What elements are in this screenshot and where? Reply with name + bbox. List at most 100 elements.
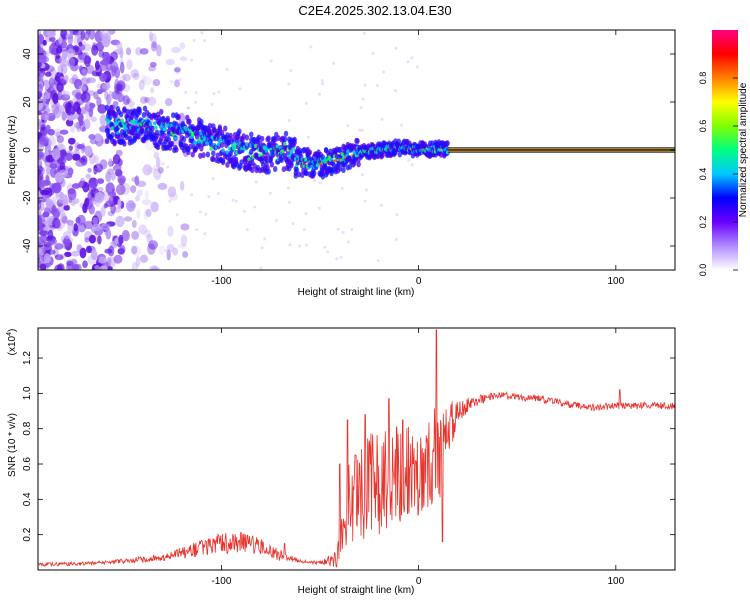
spectrogram-noise-blob	[88, 107, 94, 118]
spectrogram-noise-blob	[144, 190, 150, 200]
spectrogram-faint-dot	[186, 106, 190, 110]
spectrogram-noise-blob	[72, 198, 80, 204]
spectrogram-noise-blob	[70, 250, 80, 257]
spectrogram-noise-blob	[93, 91, 99, 100]
spectrogram-faint-dot	[190, 193, 194, 197]
spectrogram-noise-blob	[130, 245, 138, 255]
spectrogram-noise-blob	[88, 134, 96, 140]
spectrogram-noise-blob	[127, 97, 133, 103]
spectrogram-noise-blob	[121, 83, 131, 93]
spectrogram-noise-blob	[41, 91, 47, 101]
spectrogram-noise-blob	[116, 83, 123, 92]
spectrogram-noise-blob	[80, 30, 86, 41]
spectrogram-faint-dot	[363, 83, 367, 87]
spectrogram-noise-blob	[60, 64, 68, 75]
spectrogram-noise-blob	[69, 30, 79, 36]
spectrogram-noise-blob	[98, 50, 105, 58]
spectrogram-faint-dot	[178, 78, 182, 82]
spectrogram-x-tick-label: 0	[416, 276, 422, 287]
spectrogram-ridge-outer	[272, 166, 278, 173]
spectrogram-faint-dot	[379, 203, 383, 207]
spectrogram-noise-blob	[38, 98, 44, 111]
spectrogram-noise-blob	[38, 150, 44, 158]
spectrogram-noise-blob	[69, 114, 74, 120]
spectrogram-ridge-outer	[266, 168, 271, 175]
spectrogram-noise-blob	[46, 30, 56, 38]
spectrogram-noise-blob	[65, 105, 76, 116]
spectrogram-noise-blob	[48, 77, 55, 88]
spectrogram-noise-blob	[101, 36, 111, 48]
spectrogram-faint-dot	[382, 70, 386, 74]
spectrogram-faint-dot	[323, 245, 327, 249]
spectrogram-noise-blob	[39, 234, 48, 244]
spectrogram-ridge-outer	[380, 152, 385, 159]
spectrogram-ridge-outer	[150, 125, 155, 132]
spectrogram-noise-blob	[152, 164, 160, 171]
spectrogram-ridge-outer	[110, 132, 115, 139]
spectrogram-noise-blob	[63, 204, 70, 211]
spectrogram-noise-blob	[167, 225, 174, 237]
spectrogram-noise-blob	[71, 264, 80, 270]
spectrogram-noise-blob	[81, 126, 86, 132]
spectrogram-noise-blob	[82, 260, 88, 268]
spectrogram-ridge-outer	[207, 122, 213, 129]
spectrogram-noise-blob	[90, 116, 97, 122]
spectrogram-faint-dot	[234, 199, 238, 203]
spectrogram-noise-blob	[74, 32, 80, 38]
spectrogram-ridge-outer	[109, 104, 114, 111]
spectrogram-noise-blob	[147, 96, 157, 106]
spectrogram-noise-blob	[88, 30, 96, 40]
colorbar-tick-label: 0.8	[698, 72, 708, 85]
snr-scale-prefix: (x10	[7, 335, 18, 355]
colorbar: 0.0 0.2 0.4 0.6 0.8 Normalized spectral ampl…	[698, 30, 749, 276]
spectrogram-faint-dot	[238, 87, 242, 91]
spectrogram-noise-blob	[149, 265, 159, 270]
spectrogram-noise-blob	[57, 141, 64, 151]
spectrogram-noise-blob	[84, 55, 91, 68]
spectrogram-ridge-outer	[239, 159, 244, 166]
spectrogram-ridge-outer	[258, 146, 264, 153]
snr-y-tick-label: 0.4	[22, 492, 33, 506]
spectrogram-noise-blob	[48, 36, 56, 42]
spectrogram-noise-blob	[109, 51, 118, 61]
snr-marks	[38, 329, 675, 568]
spectrogram-noise-blob	[63, 251, 72, 258]
spectrogram-noise-blob	[111, 90, 122, 100]
spectrogram-ridge-core	[110, 126, 115, 131]
spectrogram-noise-blob	[53, 128, 62, 138]
spectrogram-faint-dot	[359, 106, 363, 110]
spectrogram-noise-blob	[52, 92, 59, 105]
spectrogram-y-label: Frequency (Hz)	[7, 116, 18, 185]
spectrogram-noise-blob	[139, 48, 149, 55]
spectrogram-noise-blob	[73, 30, 83, 36]
spectrogram-faint-dot	[186, 106, 190, 110]
spectrogram-faint-dot	[193, 100, 197, 104]
spectrogram-y-tick-label: -20	[22, 190, 33, 205]
spectrogram-ridge-outer	[112, 138, 117, 145]
spectrogram-noise-blob	[150, 33, 157, 44]
spectrogram-noise-blob	[172, 247, 179, 256]
spectrogram-noise-blob	[155, 156, 161, 169]
spectrogram-faint-dot	[217, 90, 221, 94]
spectrogram-noise-blob	[141, 74, 147, 84]
spectrogram-y-axis: -40 -20 0 20 40	[22, 48, 675, 253]
spectrogram-noise-blob	[43, 78, 49, 86]
spectrogram-noise-blob	[51, 182, 62, 194]
spectrogram-faint-dot	[410, 163, 414, 167]
spectrogram-noise-blob	[104, 90, 109, 100]
spectrogram-ridge-outer	[220, 157, 226, 164]
spectrogram-faint-dot	[317, 206, 321, 210]
spectrogram-faint-dot	[350, 228, 354, 232]
spectrogram-ridge-core	[173, 136, 178, 141]
spectrogram-ridge-core	[283, 141, 287, 146]
spectrogram-noise-blob	[45, 255, 50, 264]
spectrogram-noise-blob	[38, 47, 46, 57]
spectrogram-noise-blob	[51, 103, 60, 115]
colorbar-tick-label: 0.0	[698, 264, 708, 277]
spectrogram-noise-blob	[138, 79, 145, 91]
spectrogram-noise-blob	[156, 44, 162, 57]
spectrogram-noise-blob	[45, 124, 51, 134]
spectrogram-noise-blob	[120, 182, 131, 195]
spectrogram-ridge-outer	[265, 152, 270, 159]
spectrogram-noise-blob	[112, 195, 119, 206]
